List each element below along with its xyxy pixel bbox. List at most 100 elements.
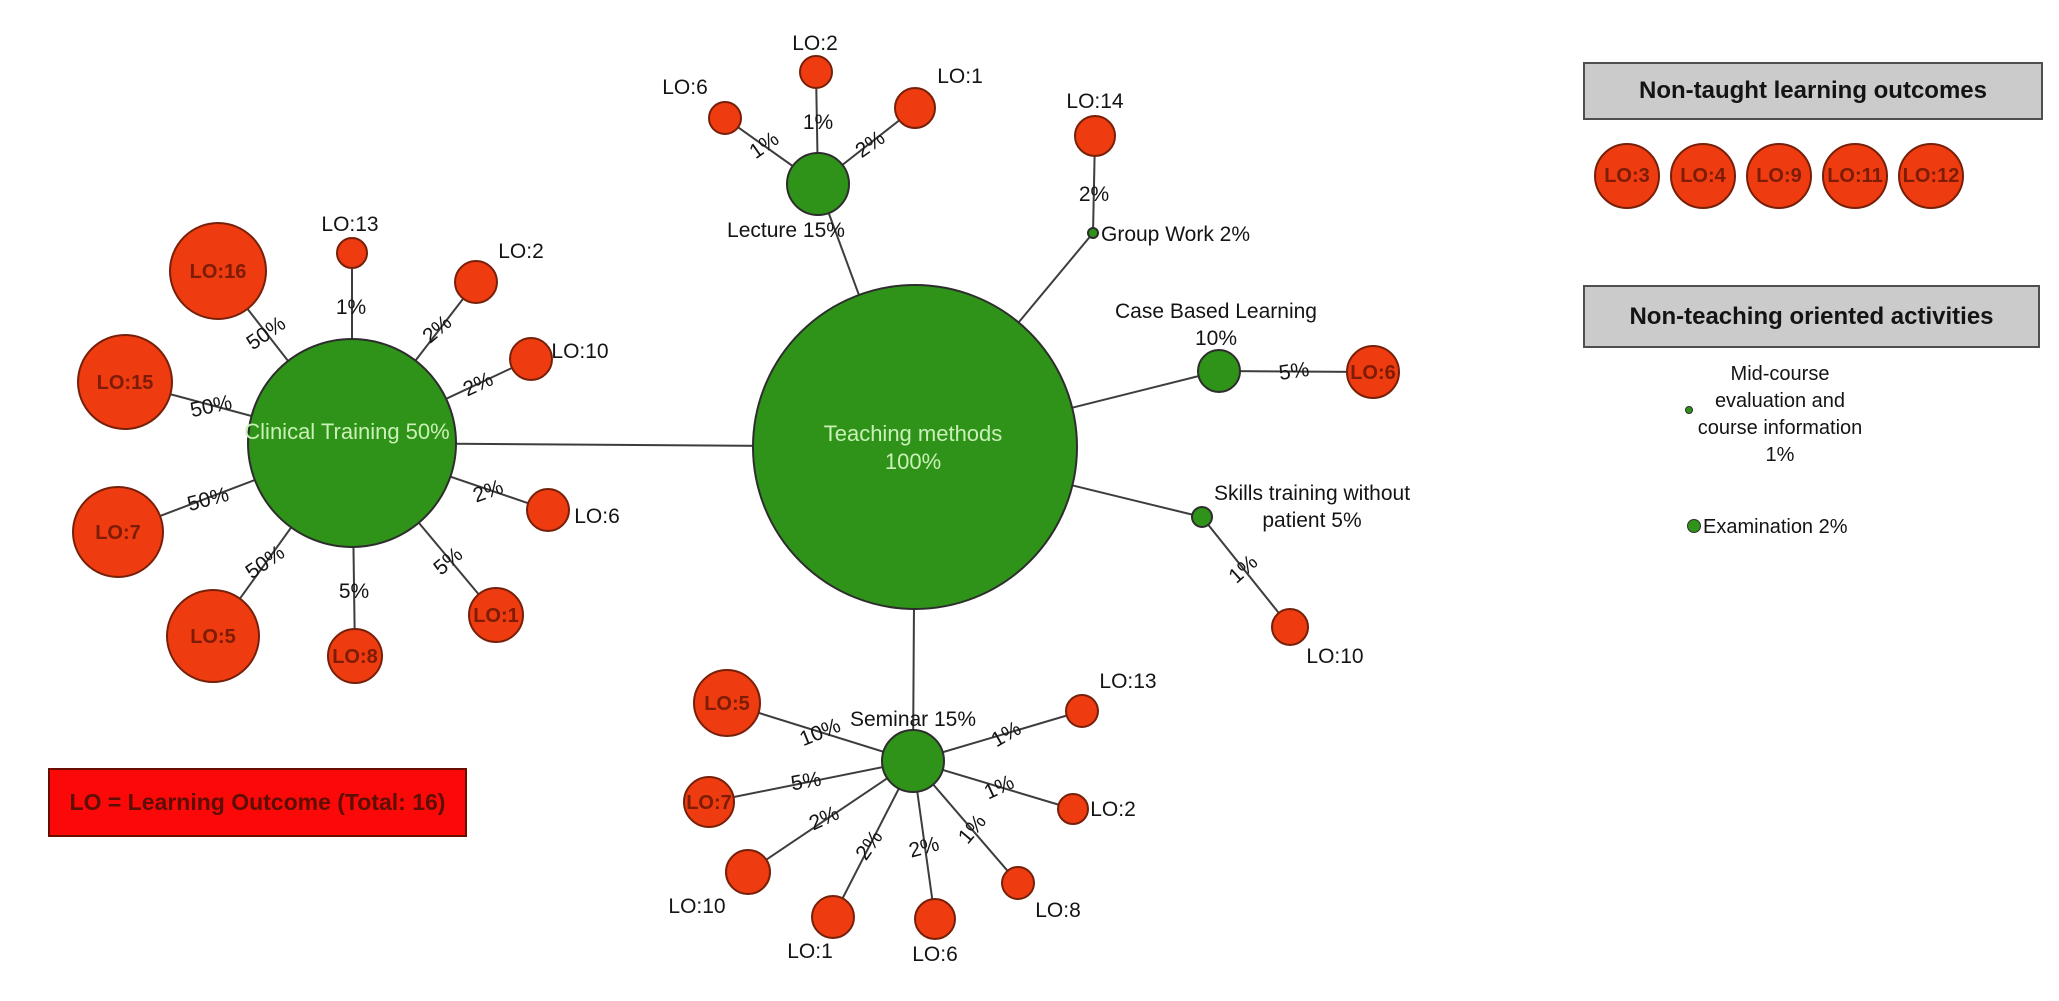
edge-seminar-se_lo13-label: 1% bbox=[987, 717, 1025, 752]
node-cl_lo10-circle bbox=[509, 337, 553, 381]
node-cl_lo7-label: LO:7 bbox=[95, 522, 141, 544]
node-se_lo7-circle bbox=[683, 776, 735, 828]
node-case-label-2: 10% bbox=[1195, 327, 1237, 350]
edge-case-c_lo6-label: 5% bbox=[1277, 358, 1310, 385]
edge-clinical-cl_lo10-label: 2% bbox=[460, 368, 497, 402]
node-s_lo10-label: LO:10 bbox=[1306, 645, 1363, 668]
node-cl_lo1-label: LO:1 bbox=[473, 605, 519, 627]
edge-seminar-se_lo10 bbox=[747, 760, 914, 873]
node-case-circle bbox=[1197, 349, 1241, 393]
node-se_lo8-label: LO:8 bbox=[1035, 899, 1081, 922]
edge-groupwork-lo14-label: 2% bbox=[1079, 183, 1109, 206]
node-cl_lo6-label: LO:6 bbox=[574, 505, 620, 528]
node-se_lo10-label: LO:10 bbox=[668, 895, 725, 918]
node-case-label-1: Case Based Learning bbox=[1115, 300, 1317, 323]
node-cl_lo6-circle bbox=[526, 488, 570, 532]
node-teaching-label-2: 100% bbox=[885, 449, 941, 474]
node-cl_lo10-label: LO:10 bbox=[551, 340, 608, 363]
node-cl_lo7-circle bbox=[72, 486, 164, 578]
node-cl_lo2-circle bbox=[454, 260, 498, 304]
node-lo14-circle bbox=[1074, 115, 1116, 157]
lo-abbreviation-note-box: LO = Learning Outcome (Total: 16) bbox=[48, 768, 467, 837]
legend-outcome-lo12: LO:12 bbox=[1898, 143, 1964, 209]
midcourse-line-2: evaluation and bbox=[1714, 390, 1846, 412]
node-seminar-circle bbox=[881, 729, 945, 793]
node-cl_lo2-label: LO:2 bbox=[498, 240, 544, 263]
node-c_lo6-label: LO:6 bbox=[1350, 362, 1396, 384]
node-cl_lo13-circle bbox=[336, 237, 368, 269]
node-lecture-circle bbox=[786, 152, 850, 216]
node-cl_lo5-label: LO:5 bbox=[190, 626, 236, 648]
node-se_lo6-circle bbox=[914, 898, 956, 940]
node-se_lo5-circle bbox=[693, 669, 761, 737]
node-se_lo2-circle bbox=[1057, 793, 1089, 825]
edge-clinical-cl_lo15-label: 50% bbox=[188, 391, 234, 422]
legend-outcome-lo4: LO:4 bbox=[1670, 143, 1736, 209]
legend-nontaught-header: Non-taught learning outcomes bbox=[1583, 62, 2043, 120]
node-cl_lo15-circle bbox=[77, 334, 173, 430]
node-groupwork-circle bbox=[1087, 227, 1099, 239]
node-skills-circle bbox=[1191, 506, 1213, 528]
legend-outcome-lo11: LO:11 bbox=[1822, 143, 1888, 209]
edge-seminar-se_lo6-label: 2% bbox=[906, 832, 941, 862]
node-se_lo8-circle bbox=[1001, 866, 1035, 900]
node-se_lo1-circle bbox=[811, 895, 855, 939]
edge-clinical-cl_lo7-label: 50% bbox=[185, 483, 232, 516]
edge-clinical-cl_lo13-label: 1% bbox=[336, 296, 366, 319]
node-se_lo13-circle bbox=[1065, 694, 1099, 728]
legend-activities-title: Non-teaching oriented activities bbox=[1629, 302, 1994, 330]
node-l_lo1-circle bbox=[894, 87, 936, 129]
legend-nontaught-title: Non-taught learning outcomes bbox=[1639, 77, 1987, 104]
node-l_lo1-label: LO:1 bbox=[937, 65, 983, 88]
edge-seminar-se_lo2-label: 1% bbox=[981, 771, 1018, 805]
node-cl_lo8-label: LO:8 bbox=[332, 646, 378, 668]
midcourse-activity-dot bbox=[1685, 406, 1693, 414]
node-lo14-label: LO:14 bbox=[1066, 90, 1124, 113]
examination-activity-label: Examination 2% bbox=[1703, 514, 1848, 540]
node-c_lo6-circle bbox=[1346, 345, 1400, 399]
node-s_lo10-circle bbox=[1271, 608, 1309, 646]
edge-seminar-se_lo7-label: 5% bbox=[789, 768, 823, 796]
node-cl_lo8-circle bbox=[327, 628, 383, 684]
edge-clinical-cl_lo6-label: 2% bbox=[470, 475, 506, 507]
node-cl_lo16-label: LO:16 bbox=[190, 261, 247, 283]
node-clinical-circle bbox=[247, 338, 457, 548]
node-se_lo13-label: LO:13 bbox=[1099, 670, 1156, 693]
node-se_lo2-label: LO:2 bbox=[1090, 798, 1136, 821]
edge-lecture-l_lo2-label: 1% bbox=[803, 111, 833, 134]
legend-outcome-lo9: LO:9 bbox=[1746, 143, 1812, 209]
edge-seminar-se_lo7 bbox=[708, 760, 914, 803]
edge-seminar-se_lo1-label: 2% bbox=[851, 826, 887, 864]
node-skills-label-1: Skills training without bbox=[1214, 482, 1410, 505]
node-l_lo2-label: LO:2 bbox=[792, 32, 838, 55]
examination-text: Examination 2% bbox=[1703, 516, 1848, 538]
node-se_lo7-label: LO:7 bbox=[686, 792, 732, 814]
examination-activity-dot bbox=[1687, 519, 1701, 533]
midcourse-line-1: Mid-course bbox=[1730, 363, 1830, 385]
legend-activities-header: Non-teaching oriented activities bbox=[1583, 285, 2040, 348]
node-se_lo1-label: LO:1 bbox=[787, 940, 833, 963]
edge-clinical-cl_lo16-label: 50% bbox=[242, 312, 290, 355]
node-l_lo6-label: LO:6 bbox=[662, 76, 708, 99]
edge-clinical-cl_lo8-label: 5% bbox=[339, 580, 369, 603]
node-teaching-label-1: Teaching methods bbox=[824, 421, 1003, 446]
lo-abbreviation-note-text: LO = Learning Outcome (Total: 16) bbox=[69, 789, 446, 815]
node-groupwork-label: Group Work 2% bbox=[1101, 223, 1250, 246]
edge-lecture-l_lo6-label: 1% bbox=[745, 127, 783, 163]
node-cl_lo16-circle bbox=[169, 222, 267, 320]
node-l_lo2-circle bbox=[799, 55, 833, 89]
node-seminar-label: Seminar 15% bbox=[850, 708, 976, 731]
legend-outcome-lo3: LO:3 bbox=[1594, 143, 1660, 209]
node-se_lo10-circle bbox=[725, 849, 771, 895]
edge-skills-s_lo10-label: 1% bbox=[1224, 551, 1262, 588]
edge-seminar-se_lo5-label: 10% bbox=[796, 714, 844, 751]
node-cl_lo13-label: LO:13 bbox=[321, 213, 378, 236]
node-se_lo6-label: LO:6 bbox=[912, 943, 958, 966]
midcourse-activity-label: Mid-course evaluation and course informa… bbox=[1680, 361, 1880, 469]
midcourse-line-3: course information bbox=[1697, 417, 1863, 439]
edge-clinical-cl_lo5-label: 50% bbox=[241, 541, 289, 584]
node-clinical-label: Clinical Training 50% bbox=[244, 419, 449, 444]
node-lecture-label: Lecture 15% bbox=[727, 219, 845, 242]
